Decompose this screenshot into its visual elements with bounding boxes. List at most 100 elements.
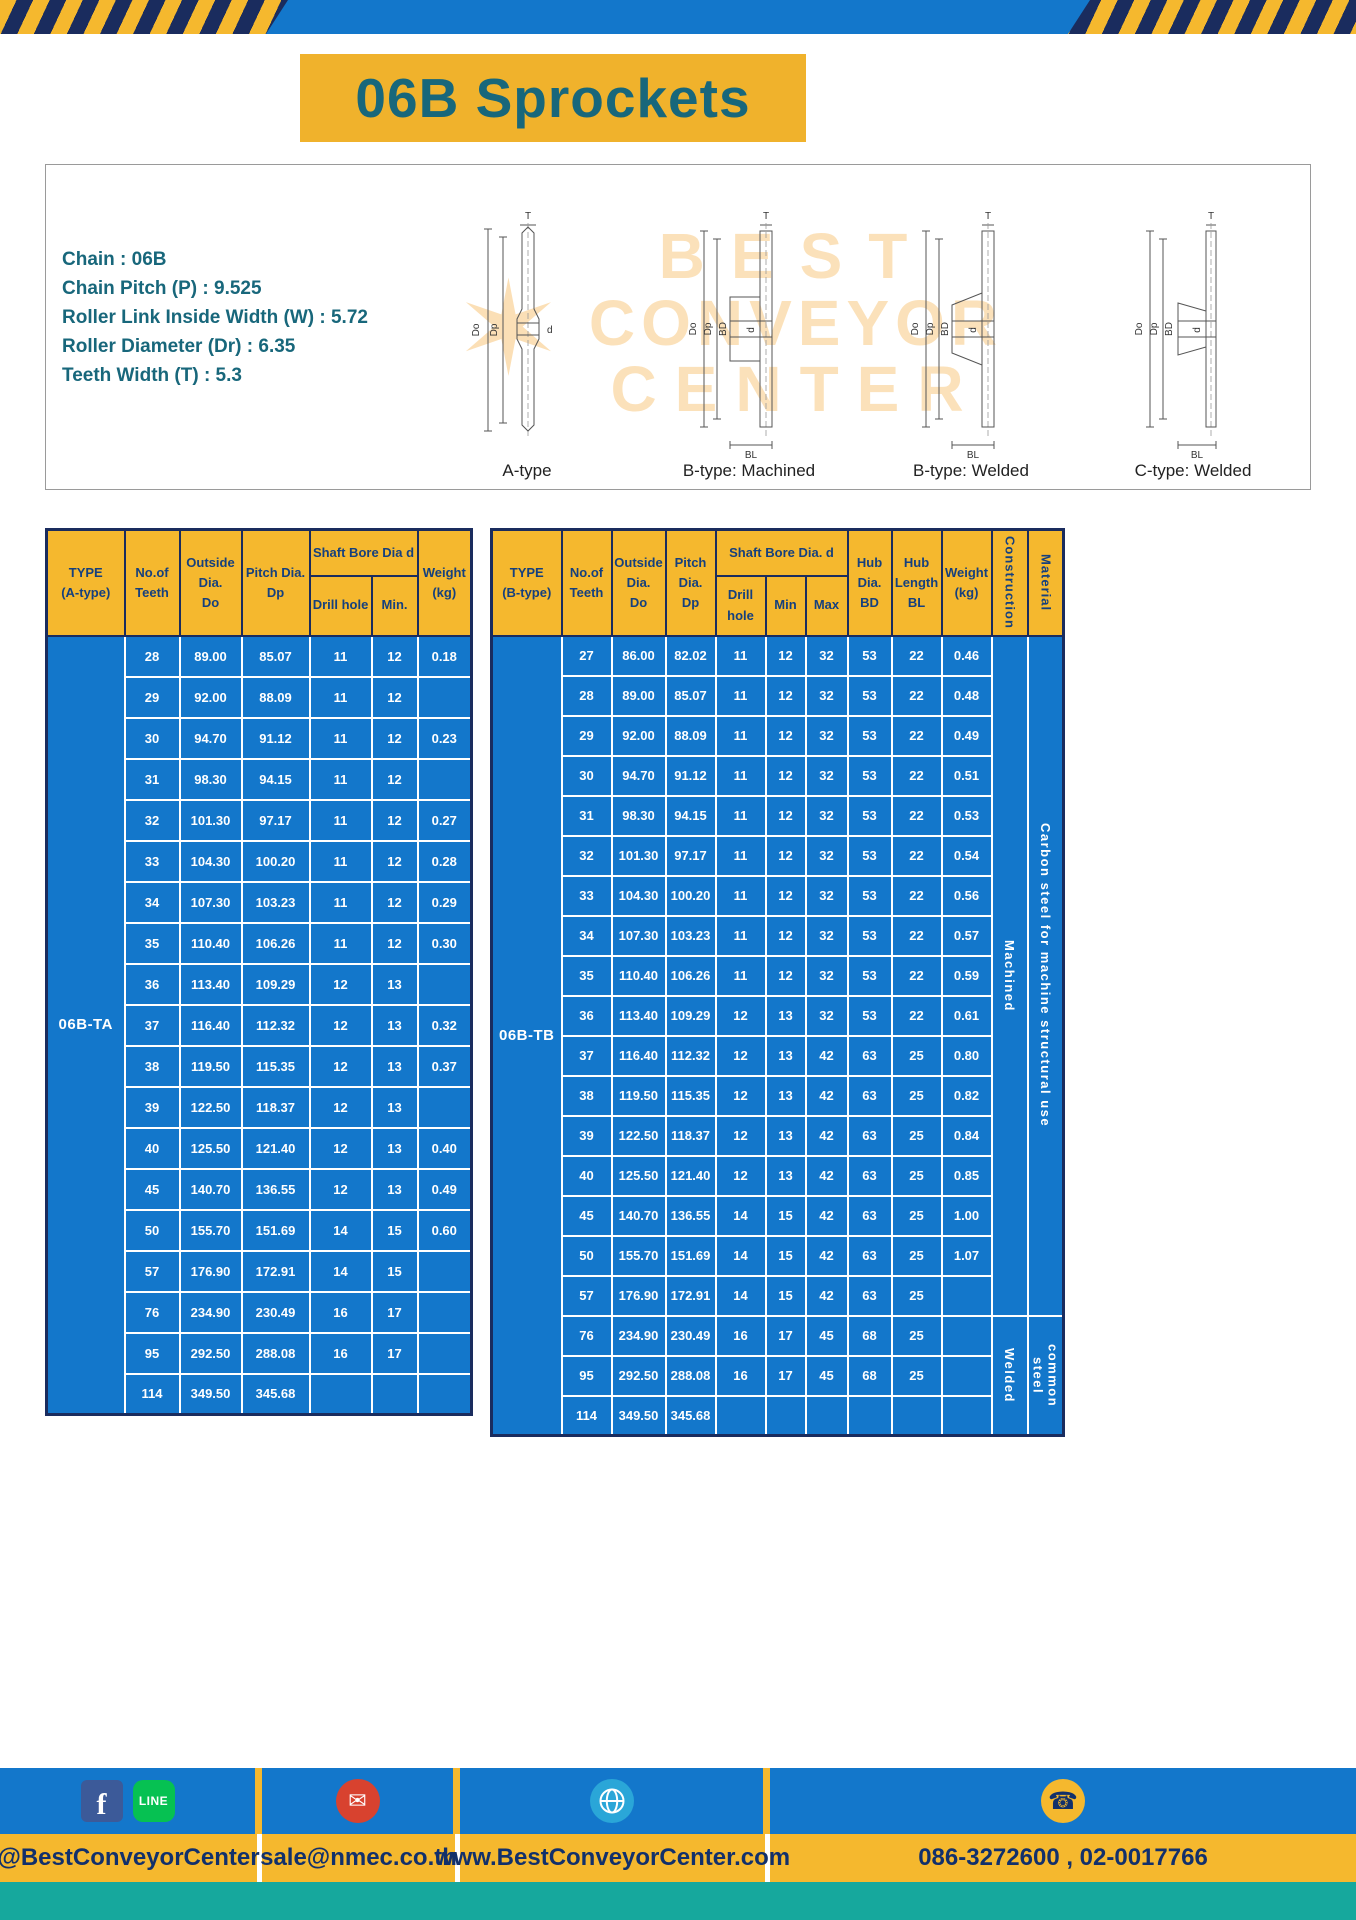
data-cell: 16 xyxy=(714,1354,767,1397)
data-cell: 94.70 xyxy=(178,716,243,760)
data-cell: 13 xyxy=(764,1154,807,1197)
svg-text:T: T xyxy=(763,211,769,222)
data-cell: 27 xyxy=(560,634,613,677)
data-cell: 25 xyxy=(890,1234,943,1277)
data-cell: 12 xyxy=(714,1074,767,1117)
data-cell: 0.48 xyxy=(940,674,993,717)
table-row: 39 122.50 118.37 12 13 xyxy=(47,1085,473,1129)
table-row: 06B-TA 28 89.00 85.07 11 12 0.18 xyxy=(45,634,473,1416)
data-cell: 0.84 xyxy=(940,1114,993,1157)
col-header-teeth: No.of Teeth xyxy=(560,528,613,637)
data-cell: 33 xyxy=(123,839,181,883)
data-cell: 63 xyxy=(846,1234,893,1277)
data-cell: 0.82 xyxy=(940,1074,993,1117)
data-cell: 42 xyxy=(804,1234,849,1277)
svg-text:d: d xyxy=(746,327,757,333)
a-type-table: TYPE (A-type) No.of Teeth Outside Dia. D… xyxy=(45,528,473,1416)
data-cell: 0.30 xyxy=(416,921,473,965)
data-cell: 32 xyxy=(804,954,849,997)
col-header-min: Min. xyxy=(370,574,419,637)
data-cell: 85.07 xyxy=(240,634,311,678)
table-row: 32 101.30 97.17 11 12 0.27 xyxy=(47,798,473,842)
data-cell: 95 xyxy=(123,1331,181,1375)
data-cell: 288.08 xyxy=(664,1354,717,1397)
data-cell: 12 xyxy=(764,714,807,757)
data-cell: 0.56 xyxy=(940,874,993,917)
data-cell: 15 xyxy=(370,1249,419,1293)
data-cell: 91.12 xyxy=(240,716,311,760)
construction-cell: Welded xyxy=(990,1314,1029,1437)
table-row: 40 125.50 121.40 12 13 42 63 25 0.85 xyxy=(492,1154,1064,1197)
data-cell: 12 xyxy=(764,834,807,877)
table-row: 50 155.70 151.69 14 15 0.60 xyxy=(47,1208,473,1252)
data-cell xyxy=(940,1274,993,1317)
svg-text:Do: Do xyxy=(688,322,699,335)
data-cell: 13 xyxy=(370,1085,419,1129)
data-cell: 88.09 xyxy=(664,714,717,757)
data-cell: 17 xyxy=(764,1354,807,1397)
data-cell: 0.59 xyxy=(940,954,993,997)
data-cell: 113.40 xyxy=(178,962,243,1006)
sprocket-type-cell: 06B-TA xyxy=(45,634,126,1416)
data-cell: 114 xyxy=(560,1394,613,1437)
b-type-welded-figure: T Do Dp BD d BL xyxy=(896,209,1046,481)
data-cell: 136.55 xyxy=(664,1194,717,1237)
data-cell: 176.90 xyxy=(610,1274,667,1317)
table-row: 36 113.40 109.29 12 13 xyxy=(47,962,473,1006)
data-cell: 12 xyxy=(370,798,419,842)
table-row: 76 234.90 230.49 16 17 xyxy=(47,1290,473,1334)
data-cell: 11 xyxy=(308,839,373,883)
data-cell: 11 xyxy=(308,675,373,719)
data-cell: 12 xyxy=(370,921,419,965)
data-cell: 12 xyxy=(308,1044,373,1088)
data-cell: 86.00 xyxy=(610,634,667,677)
table-row: 40 125.50 121.40 12 13 0.40 xyxy=(47,1126,473,1170)
hazard-stripe-right xyxy=(1068,0,1356,34)
data-cell: 25 xyxy=(890,1034,943,1077)
a-type-figure: T Do Dp d A-type xyxy=(452,209,602,481)
c-type-welded-drawing: T Do Dp BD d BL xyxy=(1134,211,1217,459)
data-cell: 103.23 xyxy=(240,880,311,924)
footer-email-address: sale@nmec.co.th xyxy=(260,1834,460,1882)
data-cell: 12 xyxy=(764,754,807,797)
data-cell: 22 xyxy=(890,994,943,1037)
data-cell: 11 xyxy=(308,634,373,678)
table-row: 29 92.00 88.09 11 12 xyxy=(47,675,473,719)
svg-text:T: T xyxy=(1208,211,1214,222)
footer-facebook-handle: @BestConveyorCenter xyxy=(0,1834,262,1882)
data-cell xyxy=(846,1394,893,1437)
data-cell: 100.20 xyxy=(240,839,311,883)
data-cell: 97.17 xyxy=(240,798,311,842)
table-row: 30 94.70 91.12 11 12 0.23 xyxy=(47,716,473,760)
table-row: 35 110.40 106.26 11 12 32 53 22 0.59 xyxy=(492,954,1064,997)
material-cell: common steel xyxy=(1026,1314,1065,1437)
data-cell xyxy=(416,1290,473,1334)
table-row: 32 101.30 97.17 11 12 32 53 22 0.54 xyxy=(492,834,1064,877)
data-cell: 32 xyxy=(804,714,849,757)
data-cell: 115.35 xyxy=(240,1044,311,1088)
data-cell xyxy=(416,1249,473,1293)
footer-section-email: ✉ xyxy=(262,1768,460,1834)
data-cell: 118.37 xyxy=(664,1114,717,1157)
data-cell: 22 xyxy=(890,634,943,677)
data-cell: 12 xyxy=(764,914,807,957)
data-cell: 119.50 xyxy=(610,1074,667,1117)
table-row: 38 119.50 115.35 12 13 42 63 25 0.82 xyxy=(492,1074,1064,1117)
svg-text:d: d xyxy=(968,327,979,333)
data-cell: 12 xyxy=(308,1085,373,1129)
data-cell: 11 xyxy=(308,757,373,801)
col-header-drill-hole: Drill hole xyxy=(714,574,767,637)
data-cell: 114 xyxy=(123,1372,181,1416)
data-cell: 39 xyxy=(560,1114,613,1157)
data-cell: 12 xyxy=(308,1126,373,1170)
data-cell: 39 xyxy=(123,1085,181,1129)
table-row: 114 349.50 345.68 xyxy=(492,1394,1064,1437)
svg-text:Dp: Dp xyxy=(1149,322,1160,335)
data-cell: 32 xyxy=(804,754,849,797)
data-cell: 22 xyxy=(890,754,943,797)
data-cell: 30 xyxy=(560,754,613,797)
data-cell: 13 xyxy=(764,1034,807,1077)
figure-caption: C-type: Welded xyxy=(1134,461,1252,480)
spec-line: Roller Link Inside Width (W) : 5.72 xyxy=(62,307,368,328)
data-cell: 53 xyxy=(846,714,893,757)
